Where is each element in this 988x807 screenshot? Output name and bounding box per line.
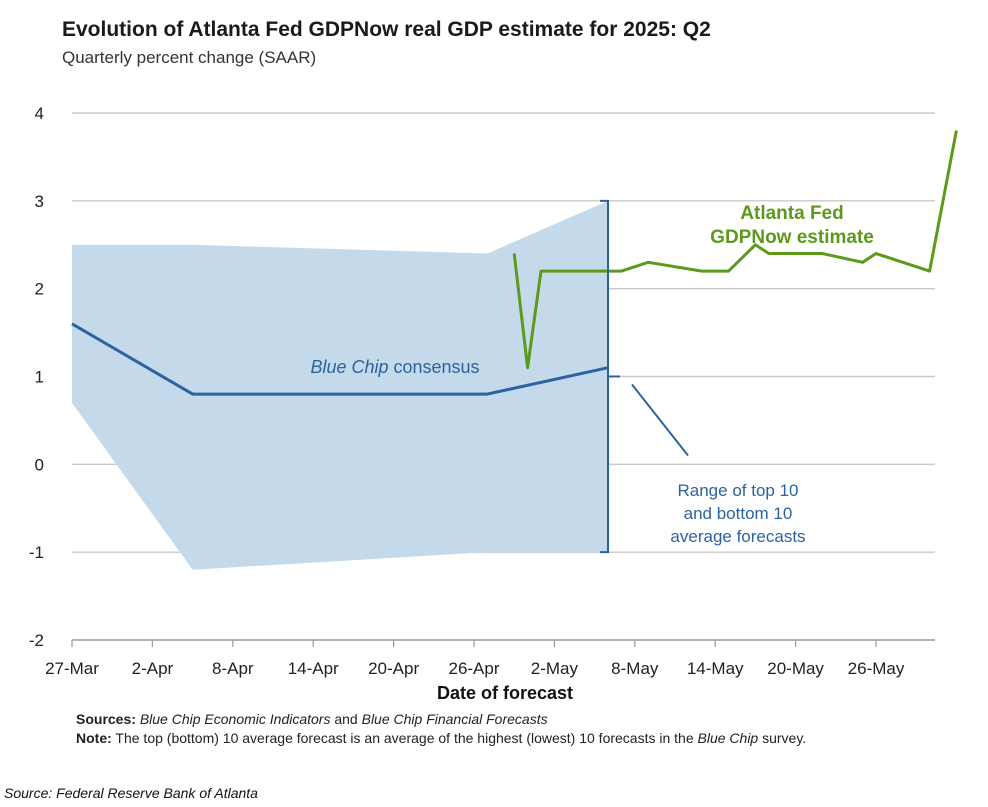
range-band-area (72, 200, 608, 570)
x-tick-label: 2-May (531, 659, 579, 678)
x-tick-label: 20-May (767, 659, 824, 678)
blue-chip-label: Blue Chip consensus (310, 357, 479, 377)
series-lines (71, 130, 958, 396)
chart-subtitle: Quarterly percent change (SAAR) (62, 48, 317, 67)
y-tick-label: 4 (35, 104, 44, 123)
y-tick-label: 1 (35, 368, 44, 387)
x-tick-label: 20-Apr (368, 659, 419, 678)
x-tick-label: 2-Apr (132, 659, 174, 678)
y-tick-label: -2 (29, 631, 44, 650)
range-bracket (600, 199, 620, 554)
x-tick-label: 8-Apr (212, 659, 254, 678)
gdpnow-label-line2: GDPNow estimate (710, 227, 874, 248)
gdpnow-estimate-line (512, 130, 958, 370)
range-band (72, 200, 608, 570)
gdpnow-chart: 4 3 2 1 0 -1 -2 27-Mar 2-Apr 8-Apr 14-Apr 20-Apr 26… (29, 104, 958, 703)
sources-line: Sources: Blue Chip Economic Indicators a… (76, 711, 548, 727)
y-tick-label: 2 (35, 280, 44, 299)
x-tick-label: 26-Apr (448, 659, 499, 678)
notes-block: Sources: Blue Chip Economic Indicators a… (76, 710, 956, 748)
source-line: Source: Federal Reserve Bank of Atlanta (4, 785, 258, 801)
annotations: Atlanta Fed GDPNow estimate Blue Chip cons… (310, 199, 874, 554)
gdpnow-label-line1: Atlanta Fed (740, 203, 843, 224)
x-tick-label: 14-Apr (288, 659, 339, 678)
x-tick-label: 8-May (611, 659, 659, 678)
y-tick-label: 0 (35, 455, 44, 474)
x-tick-labels: 27-Mar 2-Apr 8-Apr 14-Apr 20-Apr 26-Apr 2-May 8… (45, 640, 905, 678)
y-tick-label: -1 (29, 543, 44, 562)
x-tick-label: 26-May (848, 659, 905, 678)
range-pointer-line (631, 383, 689, 457)
range-label-line3: average forecasts (670, 527, 805, 546)
note-line: Note: The top (bottom) 10 average foreca… (76, 730, 807, 746)
y-tick-labels: 4 3 2 1 0 -1 -2 (29, 104, 44, 650)
x-tick-label: 14-May (687, 659, 744, 678)
blue-chip-consensus-line (71, 322, 609, 396)
x-tick-label: 27-Mar (45, 659, 99, 678)
chart-title: Evolution of Atlanta Fed GDPNow real GDP… (62, 18, 711, 41)
range-label-line2: and bottom 10 (684, 504, 793, 523)
y-tick-label: 3 (35, 192, 44, 211)
range-label-line1: Range of top 10 (678, 481, 799, 500)
x-axis-label: Date of forecast (437, 683, 573, 703)
